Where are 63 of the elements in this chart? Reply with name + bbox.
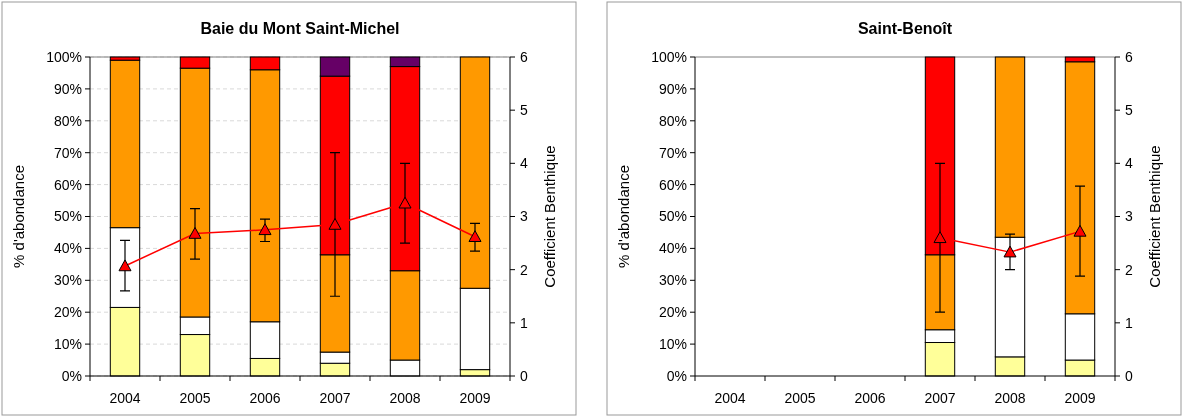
x-tick-label: 2008	[389, 390, 421, 406]
y-tick-label: 50%	[658, 208, 687, 225]
y-tick-label: 30%	[53, 272, 82, 289]
x-tick-label: 2004	[109, 390, 141, 406]
point	[933, 231, 947, 244]
y2-tick-label: 1	[1125, 314, 1133, 331]
chart-title: Saint-Benoît	[857, 20, 953, 37]
y-tick-label: 10%	[658, 336, 687, 352]
y2-tick-label: 3	[520, 208, 528, 225]
y-axis-title: % d'abondance	[10, 165, 27, 268]
x-tick-label: 2004	[714, 390, 746, 406]
y-tick-label: 70%	[53, 144, 82, 161]
y2-tick-label: 3	[1125, 208, 1133, 225]
y2-tick-label: 5	[520, 102, 528, 119]
x-tick-label: 2009	[459, 390, 491, 406]
point	[1003, 245, 1017, 258]
y-tick-label: 80%	[53, 112, 82, 129]
y2-tick-label: 0	[1125, 367, 1133, 384]
y2-tick-label: 2	[1125, 261, 1133, 278]
y-tick-label: 80%	[658, 112, 687, 129]
y2-tick-label: 4	[1125, 155, 1133, 172]
y-tick-label: 70%	[658, 144, 687, 161]
y2-axis-title: Coefficient Benthique	[541, 145, 558, 288]
x-tick-label: 2007	[924, 390, 956, 406]
x-tick-label: 2006	[249, 390, 281, 406]
y-tick-label: 0%	[61, 367, 82, 384]
point	[258, 223, 272, 236]
point	[468, 230, 482, 242]
x-tick-label: 2006	[854, 390, 886, 406]
y-tick-label: 30%	[658, 272, 687, 289]
y-tick-label: 60%	[658, 176, 687, 193]
y2-tick-label: 5	[1125, 102, 1133, 119]
y2-tick-label: 4	[520, 155, 528, 172]
y-tick-label: 0%	[666, 367, 687, 384]
y2-tick-label: 2	[520, 261, 528, 278]
y-tick-label: 90%	[53, 80, 82, 97]
y-tick-label: 20%	[658, 304, 687, 321]
x-tick-label: 2005	[179, 390, 211, 406]
y-tick-label: 50%	[53, 208, 82, 225]
y2-tick-label: 1	[520, 314, 528, 331]
y-tick-label: 90%	[658, 80, 687, 97]
point	[1073, 224, 1087, 237]
y2-axis-title: Coefficient Benthique	[1146, 145, 1163, 288]
point	[398, 196, 412, 209]
x-tick-label: 2005	[784, 390, 816, 406]
y-tick-label: 40%	[658, 240, 687, 257]
x-tick-label: 2009	[1064, 390, 1096, 406]
y-tick-label: 20%	[53, 304, 82, 321]
y-tick-label: 100%	[46, 48, 82, 65]
chart-title: Baie du Mont Saint-Michel	[200, 20, 400, 37]
y-tick-label: 10%	[53, 336, 82, 352]
y-axis-title: % d'abondance	[615, 165, 632, 268]
x-tick-label: 2008	[994, 390, 1026, 406]
y-tick-label: 100%	[651, 48, 687, 65]
y-tick-label: 60%	[53, 176, 82, 193]
point	[188, 227, 202, 239]
point	[328, 217, 342, 230]
y2-tick-label: 6	[520, 48, 528, 65]
y2-tick-label: 6	[1125, 48, 1133, 65]
y2-tick-label: 0	[520, 367, 528, 384]
y-tick-label: 40%	[53, 240, 82, 257]
point	[118, 259, 132, 272]
x-tick-label: 2007	[319, 390, 351, 406]
